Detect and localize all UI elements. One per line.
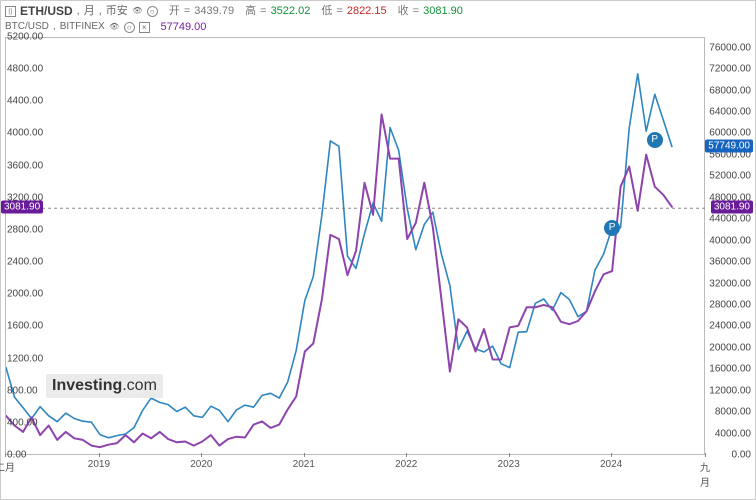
watermark-suffix: .com — [122, 377, 157, 394]
y-right-btc-badge: 57749.00 — [705, 139, 753, 152]
prediction-marker[interactable]: P — [647, 132, 663, 148]
chart-header: ⌷ ETH/USD , 月 , 币安 👁 ○ 开= 3439.79 高= 352… — [5, 3, 751, 35]
exchange-label: 币安 — [106, 3, 128, 19]
header-row-compare: BTC/USD , BITFINEX 👁 ○ × 57749.00 — [5, 19, 751, 35]
low-value: 2822.15 — [347, 3, 387, 19]
plot-area[interactable]: Investing.com P P — [5, 37, 705, 455]
x-tick-mark — [406, 453, 407, 457]
x-tick-mark — [705, 453, 706, 457]
y-left-tick: 2000.00 — [7, 289, 43, 300]
x-tick-label: 2020 — [190, 459, 212, 470]
x-tick-mark — [611, 453, 612, 457]
y-left-tick: 1200.00 — [7, 353, 43, 364]
y-right-tick: 68000.00 — [709, 85, 751, 96]
close-value: 3081.90 — [423, 3, 463, 19]
y-left-tick: 4800.00 — [7, 64, 43, 75]
y-right-tick: 8000.00 — [715, 407, 751, 418]
y-left-tick: 400.00 — [7, 417, 38, 428]
y-left-tick: 4000.00 — [7, 128, 43, 139]
x-tick-mark — [99, 453, 100, 457]
x-tick-label: 2024 — [600, 459, 622, 470]
y-axis-right[interactable]: 0.004000.008000.0012000.0016000.0020000.… — [705, 37, 753, 455]
open-label: 开 — [169, 3, 180, 19]
x-tick-mark — [5, 453, 6, 457]
x-tick-label: 2019 — [88, 459, 110, 470]
symbol-label[interactable]: ETH/USD — [20, 3, 73, 19]
watermark-prefix: Investing — [52, 377, 122, 394]
y-right-eth-badge: 3081.90 — [711, 201, 753, 214]
close-label: 收 — [398, 3, 409, 19]
y-right-tick: 24000.00 — [709, 321, 751, 332]
x-tick-label: 2021 — [293, 459, 315, 470]
y-right-tick: 16000.00 — [709, 364, 751, 375]
high-value: 3522.02 — [271, 3, 311, 19]
low-label: 低 — [321, 3, 332, 19]
y-right-tick: 32000.00 — [709, 278, 751, 289]
x-tick-label: 九月 — [700, 459, 710, 489]
compare-exchange: BITFINEX — [60, 19, 105, 35]
x-tick-mark — [304, 453, 305, 457]
y-left-tick: 2400.00 — [7, 257, 43, 268]
compare-settings-icon[interactable]: ○ — [124, 22, 135, 33]
y-right-tick: 44000.00 — [709, 214, 751, 225]
x-tick-label: 二月 — [0, 459, 15, 474]
settings-circle-icon[interactable]: ○ — [147, 6, 158, 17]
interval-label[interactable]: 月 — [84, 3, 95, 19]
y-right-tick: 4000.00 — [715, 428, 751, 439]
y-left-tick: 800.00 — [7, 385, 38, 396]
candle-style-icon[interactable]: ⌷ — [5, 6, 16, 17]
y-right-tick: 52000.00 — [709, 171, 751, 182]
y-right-tick: 28000.00 — [709, 299, 751, 310]
x-axis[interactable]: 二月201920202021202220232024九月 — [5, 457, 705, 477]
prediction-marker[interactable]: P — [604, 220, 620, 236]
header-row-primary: ⌷ ETH/USD , 月 , 币安 👁 ○ 开= 3439.79 高= 352… — [5, 3, 751, 19]
y-right-tick: 12000.00 — [709, 385, 751, 396]
y-right-tick: 40000.00 — [709, 235, 751, 246]
compare-value: 57749.00 — [160, 19, 206, 35]
x-tick-mark — [201, 453, 202, 457]
exchange-sep: , — [99, 3, 102, 19]
interval-sep: , — [77, 3, 80, 19]
x-tick-label: 2023 — [498, 459, 520, 470]
y-axis-left[interactable]: 0.00400.00800.001200.001600.002000.00240… — [1, 37, 47, 455]
y-left-current-badge: 3081.90 — [1, 201, 43, 214]
y-right-tick: 64000.00 — [709, 107, 751, 118]
y-right-tick: 60000.00 — [709, 128, 751, 139]
y-right-tick: 0.00 — [732, 450, 751, 461]
y-left-tick: 5200.00 — [7, 32, 43, 43]
open-value: 3439.79 — [194, 3, 234, 19]
high-label: 高 — [245, 3, 256, 19]
y-right-tick: 36000.00 — [709, 257, 751, 268]
watermark: Investing.com — [46, 374, 163, 398]
chart-frame: ⌷ ETH/USD , 月 , 币安 👁 ○ 开= 3439.79 高= 352… — [0, 0, 756, 500]
x-tick-label: 2022 — [395, 459, 417, 470]
y-right-tick: 76000.00 — [709, 42, 751, 53]
y-left-tick: 3600.00 — [7, 160, 43, 171]
y-left-tick: 1600.00 — [7, 321, 43, 332]
x-tick-mark — [509, 453, 510, 457]
y-right-tick: 72000.00 — [709, 64, 751, 75]
eye-icon[interactable]: 👁 — [132, 6, 143, 17]
compare-eye-icon[interactable]: 👁 — [109, 22, 120, 33]
y-left-tick: 2800.00 — [7, 224, 43, 235]
y-right-tick: 20000.00 — [709, 342, 751, 353]
compare-close-icon[interactable]: × — [139, 22, 150, 33]
y-left-tick: 4400.00 — [7, 96, 43, 107]
